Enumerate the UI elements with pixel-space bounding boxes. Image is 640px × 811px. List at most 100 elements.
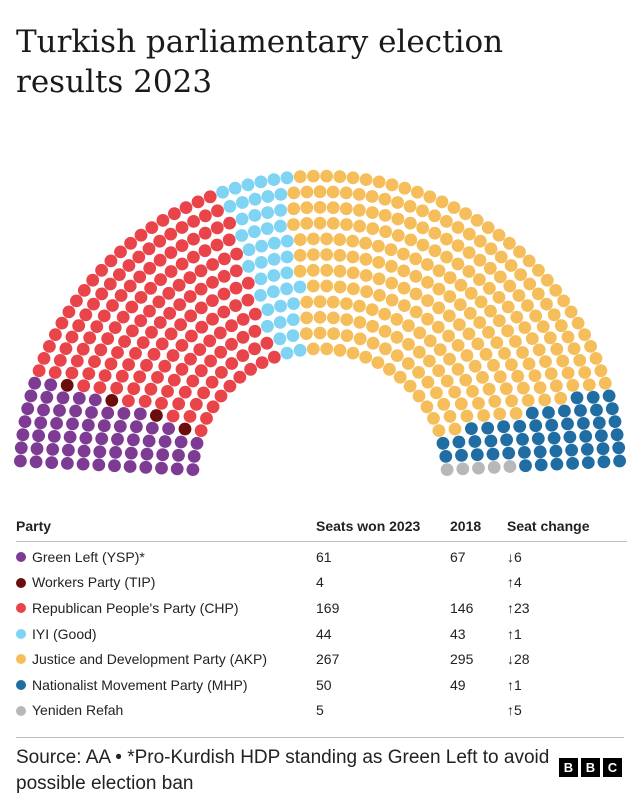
seat-dot <box>293 264 307 278</box>
seat-dot <box>300 295 314 309</box>
seat-dot <box>596 442 610 456</box>
seat-dot <box>236 313 250 326</box>
seat-dot <box>359 252 373 266</box>
seat-dot <box>300 185 314 199</box>
seat-dot <box>60 378 74 392</box>
seat-dot <box>61 457 74 470</box>
seat-dot <box>88 393 102 407</box>
seat-dot <box>452 435 466 449</box>
seat-dot <box>522 357 536 371</box>
seats-won-cell: 44 <box>316 625 332 642</box>
seat-dot <box>14 454 27 468</box>
seat-dot <box>113 419 127 433</box>
divider <box>16 737 624 738</box>
seat-dot <box>499 382 513 396</box>
seat-dot <box>261 303 275 316</box>
seat-dot <box>391 229 405 242</box>
seat-dot <box>248 209 262 222</box>
seat-dot <box>273 332 287 346</box>
seat-dot <box>94 343 108 357</box>
seat-dot <box>306 279 320 293</box>
seat-dot <box>443 271 457 285</box>
seat-dot <box>189 397 203 411</box>
seat-dot <box>81 418 95 432</box>
seat-dot <box>261 190 275 203</box>
seat-dot <box>504 259 518 272</box>
table-row: Yeniden Refah 5 ↑5 <box>16 698 627 724</box>
seat-dot <box>492 228 506 242</box>
seat-dot <box>427 412 440 425</box>
seat-dot <box>567 342 581 355</box>
seat-dot <box>353 203 366 217</box>
seat-dot <box>378 307 392 321</box>
seat-dot <box>556 354 570 368</box>
seat-dot <box>158 359 172 373</box>
seat-dot <box>509 335 522 348</box>
seat-dot <box>110 381 124 395</box>
seat-dot <box>385 259 398 273</box>
parliament-hemicycle <box>14 169 626 476</box>
seat-dot <box>87 297 100 311</box>
seat-dot <box>175 239 189 252</box>
seat-dot <box>44 378 58 392</box>
seat-dot <box>487 460 501 474</box>
seat-dot <box>37 352 51 365</box>
seat-dot <box>493 407 507 421</box>
seat-dot <box>610 428 624 442</box>
seat-dot <box>140 447 154 461</box>
seat-dot <box>563 430 577 444</box>
seat-dot <box>129 347 142 360</box>
logo-letter: B <box>559 758 578 777</box>
seat-dot <box>397 247 410 261</box>
seat-dot <box>152 295 166 309</box>
seat-dot <box>216 185 230 199</box>
seat-dot <box>90 320 104 333</box>
seat-dot <box>359 173 373 186</box>
seat-dot <box>222 233 236 247</box>
seat-dot <box>175 339 189 352</box>
seat-dot <box>77 284 91 297</box>
seat-dot <box>421 258 434 271</box>
seat-dot <box>124 236 137 250</box>
seat-dot <box>366 336 380 350</box>
seat-dot <box>144 281 158 295</box>
seat-dot <box>267 252 281 266</box>
seat-dot <box>577 417 590 430</box>
seat-dot <box>300 327 313 340</box>
seat-dot <box>547 308 561 322</box>
seat-dot <box>459 373 473 387</box>
seat-dot <box>532 263 545 277</box>
seat-dot <box>443 352 456 366</box>
seat-dot <box>529 309 543 323</box>
seat-dot <box>101 332 115 345</box>
seat-dot <box>503 279 517 293</box>
party-color-dot <box>16 603 26 614</box>
seat-dot <box>30 442 44 456</box>
seat-dot <box>453 298 467 311</box>
seat-dot <box>391 212 405 226</box>
seat-dot <box>121 394 135 408</box>
seat-dot <box>139 460 153 474</box>
seat-dot <box>164 246 178 259</box>
party-cell: Yeniden Refah <box>16 698 316 724</box>
seat-dot <box>534 458 548 472</box>
seat-dot <box>206 276 219 289</box>
seat-dot <box>398 181 412 195</box>
seat-dot <box>471 337 485 351</box>
table-row: Justice and Development Party (AKP) 267 29… <box>16 646 627 672</box>
seat-dot <box>612 441 626 455</box>
seat-dot <box>578 366 592 379</box>
seat-dot <box>340 297 353 310</box>
seat-dot <box>339 186 353 200</box>
seat-dot <box>531 432 545 446</box>
seat-dot <box>564 305 578 319</box>
seat-dot <box>205 375 219 389</box>
seat-dot <box>125 300 139 314</box>
seat-dot <box>391 196 404 209</box>
seat-dot <box>72 319 86 333</box>
seat-dot <box>313 185 327 199</box>
seat-dot <box>124 446 138 460</box>
seat-dot <box>172 278 186 292</box>
seat-dot <box>293 343 307 357</box>
seat-dot <box>274 219 287 233</box>
